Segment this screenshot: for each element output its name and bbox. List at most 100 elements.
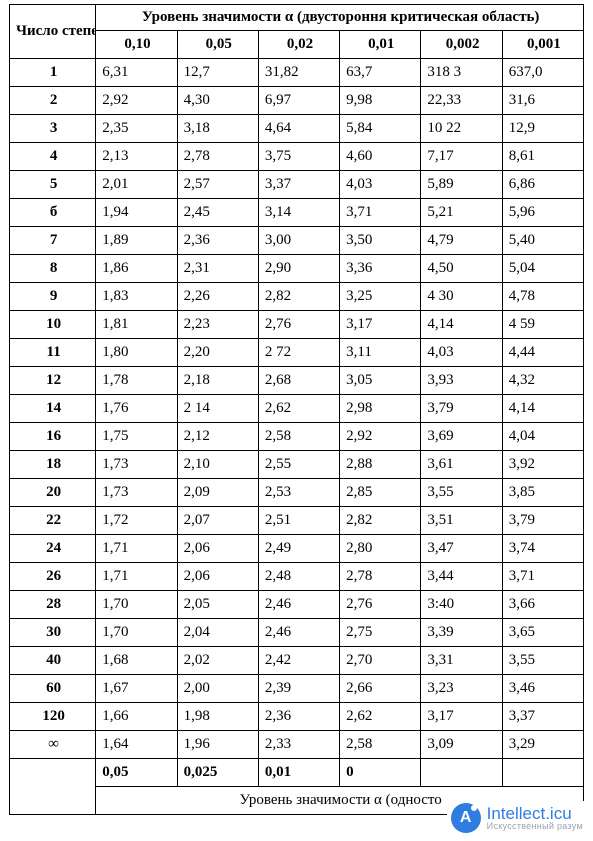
value-cell: 31,82: [258, 59, 339, 87]
value-cell: 4,14: [502, 395, 583, 423]
alpha-bottom-3: 0: [340, 759, 421, 787]
table-row: 16,3112,731,8263,7318 3637,0: [10, 59, 584, 87]
logo-badge-icon: A: [451, 803, 481, 833]
logo-line1: Intellect.icu: [487, 805, 583, 822]
value-cell: 2,68: [258, 367, 339, 395]
table-row: б1,942,453,143,715,215,96: [10, 199, 584, 227]
value-cell: 2,31: [177, 255, 258, 283]
logo-text: Intellect.icu Искусственный разум: [487, 805, 583, 831]
table-row: 201,732,092,532,853,553,85: [10, 479, 584, 507]
value-cell: 2,06: [177, 535, 258, 563]
value-cell: 2,51: [258, 507, 339, 535]
value-cell: 2,36: [177, 227, 258, 255]
value-cell: 637,0: [502, 59, 583, 87]
value-cell: 1,81: [96, 311, 177, 339]
value-cell: 12,9: [502, 115, 583, 143]
alpha-bottom-0: 0,05: [96, 759, 177, 787]
df-cell: 22: [10, 507, 96, 535]
df-cell: 28: [10, 591, 96, 619]
table-row: 91,832,262,823,254 304,78: [10, 283, 584, 311]
value-cell: 3,46: [502, 675, 583, 703]
alpha-top-0: 0,10: [96, 31, 177, 59]
value-cell: 2,57: [177, 171, 258, 199]
value-cell: 2,49: [258, 535, 339, 563]
value-cell: 1,76: [96, 395, 177, 423]
value-cell: 5,89: [421, 171, 502, 199]
table-row: 221,722,072,512,823,513,79: [10, 507, 584, 535]
table-row: 52,012,573,374,035,896,86: [10, 171, 584, 199]
value-cell: 3,39: [421, 619, 502, 647]
value-cell: 1,78: [96, 367, 177, 395]
value-cell: 3,36: [340, 255, 421, 283]
value-cell: 2,62: [340, 703, 421, 731]
df-cell: 4: [10, 143, 96, 171]
value-cell: 6,31: [96, 59, 177, 87]
table-row: 71,892,363,003,504,795,40: [10, 227, 584, 255]
value-cell: 2,00: [177, 675, 258, 703]
table-body: 16,3112,731,8263,7318 3637,022,924,306,9…: [10, 59, 584, 759]
value-cell: 22,33: [421, 87, 502, 115]
value-cell: 10 22: [421, 115, 502, 143]
value-cell: 2,10: [177, 451, 258, 479]
value-cell: 63,7: [340, 59, 421, 87]
alpha-bottom-2: 0,01: [258, 759, 339, 787]
value-cell: 2,78: [177, 143, 258, 171]
value-cell: 2 14: [177, 395, 258, 423]
value-cell: 3,14: [258, 199, 339, 227]
value-cell: 3,50: [340, 227, 421, 255]
value-cell: 1,73: [96, 479, 177, 507]
value-cell: 4,64: [258, 115, 339, 143]
value-cell: 3,11: [340, 339, 421, 367]
df-cell: 1: [10, 59, 96, 87]
table-row: 281,702,052,462,763:403,66: [10, 591, 584, 619]
value-cell: 2,18: [177, 367, 258, 395]
df-cell: 9: [10, 283, 96, 311]
value-cell: 6,86: [502, 171, 583, 199]
value-cell: 4,30: [177, 87, 258, 115]
df-cell: 2: [10, 87, 96, 115]
alpha-top-2: 0,02: [258, 31, 339, 59]
df-cell: 24: [10, 535, 96, 563]
value-cell: 1,86: [96, 255, 177, 283]
value-cell: 1,80: [96, 339, 177, 367]
value-cell: 2,90: [258, 255, 339, 283]
table-row: 601,672,002,392,663,233,46: [10, 675, 584, 703]
value-cell: 9,98: [340, 87, 421, 115]
value-cell: 4,44: [502, 339, 583, 367]
value-cell: 3,29: [502, 731, 583, 759]
df-cell: б: [10, 199, 96, 227]
value-cell: 2,46: [258, 619, 339, 647]
value-cell: 1,96: [177, 731, 258, 759]
df-cell: 12: [10, 367, 96, 395]
value-cell: 3,79: [502, 507, 583, 535]
alpha-top-3: 0,01: [340, 31, 421, 59]
value-cell: 1,73: [96, 451, 177, 479]
alpha-bottom-1: 0,025: [177, 759, 258, 787]
value-cell: 4,78: [502, 283, 583, 311]
value-cell: 5,21: [421, 199, 502, 227]
value-cell: 1,64: [96, 731, 177, 759]
value-cell: 3,85: [502, 479, 583, 507]
value-cell: 3,65: [502, 619, 583, 647]
value-cell: 8,61: [502, 143, 583, 171]
value-cell: 2,62: [258, 395, 339, 423]
df-cell: ∞: [10, 731, 96, 759]
df-cell: 14: [10, 395, 96, 423]
value-cell: 4,04: [502, 423, 583, 451]
value-cell: 2,36: [258, 703, 339, 731]
value-cell: 2,23: [177, 311, 258, 339]
df-cell: 5: [10, 171, 96, 199]
value-cell: 2,82: [258, 283, 339, 311]
value-cell: 2,76: [340, 591, 421, 619]
value-cell: 2,42: [258, 647, 339, 675]
value-cell: 3,37: [258, 171, 339, 199]
value-cell: 3,23: [421, 675, 502, 703]
value-cell: 4,60: [340, 143, 421, 171]
value-cell: 3,51: [421, 507, 502, 535]
t-distribution-table: Число степеней свободы v Уровень значимо…: [9, 4, 584, 815]
value-cell: 3,71: [502, 563, 583, 591]
value-cell: 1,89: [96, 227, 177, 255]
value-cell: 2,80: [340, 535, 421, 563]
value-cell: 2,78: [340, 563, 421, 591]
value-cell: 1,66: [96, 703, 177, 731]
